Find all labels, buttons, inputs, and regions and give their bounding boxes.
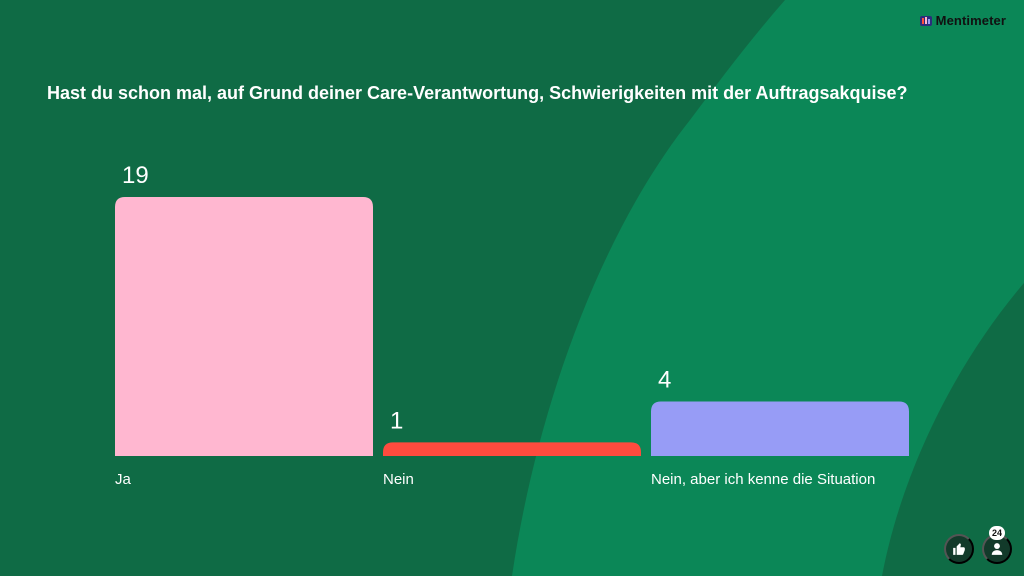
bar-nein: [383, 442, 641, 456]
category-label: Nein: [383, 471, 414, 488]
reaction-button[interactable]: [944, 534, 974, 564]
mentimeter-logo-icon: [919, 15, 932, 26]
bar-value-label: 19: [122, 162, 149, 189]
bar-ja: [115, 197, 373, 456]
background-dark-corner-arc: [882, 283, 1024, 576]
person-icon: [991, 543, 1003, 555]
bar-nein-aber-ich-kenne-die-situation: [651, 401, 909, 456]
category-label: Nein, aber ich kenne die Situation: [651, 471, 875, 488]
bar-value-label: 1: [390, 407, 403, 434]
floating-controls: 24: [944, 526, 1012, 564]
brand-name: Mentimeter: [935, 13, 1006, 28]
mentimeter-logo: Mentimeter: [919, 13, 1006, 28]
participant-count-badge: 24: [988, 526, 1006, 540]
participants-button[interactable]: 24: [982, 526, 1012, 564]
thumbs-up-icon: [953, 543, 965, 555]
question-title: Hast du schon mal, auf Grund deiner Care…: [47, 83, 908, 104]
category-label: Ja: [115, 471, 132, 488]
bar-value-label: 4: [658, 366, 671, 393]
